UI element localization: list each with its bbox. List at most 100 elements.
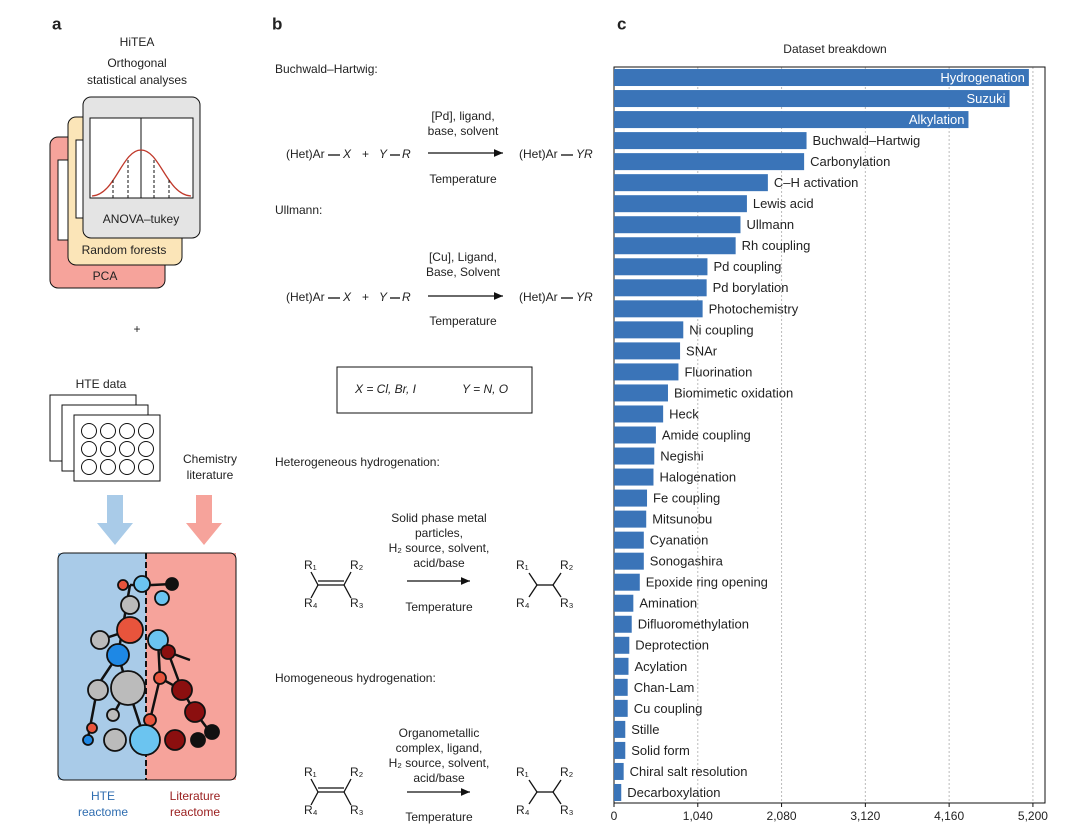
label: literature	[187, 468, 234, 482]
bar	[614, 258, 708, 276]
bar	[614, 216, 741, 234]
panel-c: Dataset breakdown 0 1,040 2,080 3,120 4,160 5,…	[611, 42, 1049, 823]
bar	[614, 90, 1010, 108]
bar	[614, 573, 640, 591]
well	[100, 423, 116, 439]
bar	[614, 447, 655, 465]
label: Buchwald–Hartwig:	[275, 62, 378, 76]
bar-label: Deprotection	[635, 638, 709, 653]
bar	[614, 384, 668, 402]
bar	[614, 531, 644, 549]
label: R₄	[516, 596, 530, 610]
label: R₁	[304, 558, 317, 572]
bar-label: Ullmann	[746, 217, 794, 232]
bond	[343, 584, 352, 599]
bar	[614, 510, 647, 528]
bar	[614, 489, 648, 507]
bar	[614, 321, 684, 339]
bar	[614, 69, 1029, 87]
panel-label: a	[52, 14, 62, 33]
well	[81, 423, 97, 439]
bar-label: Sonogashira	[650, 554, 724, 569]
bar	[614, 678, 628, 696]
label: (Het)Ar	[286, 147, 325, 161]
label: R₃	[350, 803, 364, 817]
label: X	[342, 147, 352, 161]
bar-label: Rh coupling	[742, 238, 811, 253]
label: (Het)Ar	[519, 290, 558, 304]
bond	[528, 791, 538, 805]
panel-label: c	[617, 14, 626, 33]
label: HTE data	[76, 377, 127, 391]
bar-label: Alkylation	[909, 112, 965, 127]
bar-label: Fe coupling	[653, 491, 720, 506]
bar	[614, 153, 805, 171]
label: [Pd], ligand,	[431, 109, 494, 123]
label: Y	[379, 290, 388, 304]
bar	[614, 594, 634, 612]
bar-label: Solid form	[631, 743, 690, 758]
bond	[528, 779, 538, 793]
label: R₁	[516, 558, 529, 572]
bar-label: Stille	[631, 722, 659, 737]
label: Temperature	[429, 172, 497, 186]
bar	[614, 111, 969, 129]
well	[100, 459, 116, 475]
label: R₃	[560, 596, 574, 610]
label: (Het)Ar	[519, 147, 558, 161]
bond	[310, 778, 319, 793]
bar	[614, 195, 747, 213]
bond	[310, 791, 319, 806]
bar	[614, 279, 707, 297]
bond	[310, 584, 319, 599]
label: R	[402, 147, 411, 161]
label: R₃	[350, 596, 364, 610]
label: (Het)Ar	[286, 290, 325, 304]
bar-label: C–H activation	[774, 175, 859, 190]
bar	[614, 741, 626, 759]
wells	[81, 423, 154, 475]
bar-label: Hydrogenation	[940, 70, 1025, 85]
label: R₁	[516, 765, 529, 779]
well	[138, 423, 154, 439]
reactome-label: reactome	[170, 805, 220, 819]
label: X	[342, 290, 352, 304]
bar-label: Amination	[639, 596, 697, 611]
label: R	[402, 290, 411, 304]
x-tick-label: 5,200	[1018, 809, 1048, 823]
bar-label: Negishi	[660, 448, 703, 463]
card-label: Random forests	[82, 243, 167, 257]
bar	[614, 552, 644, 570]
bar	[614, 762, 624, 780]
x-tick-label: 1,040	[683, 809, 713, 823]
bar	[614, 636, 630, 654]
bar	[614, 132, 807, 150]
x-tick-label: 4,160	[934, 809, 964, 823]
bar	[614, 615, 632, 633]
label: R₄	[516, 803, 530, 817]
bar	[614, 468, 654, 486]
label: Homogeneous hydrogenation:	[275, 671, 436, 685]
label: Heterogeneous hydrogenation:	[275, 455, 440, 469]
well	[81, 441, 97, 457]
quantile-lines	[112, 160, 170, 198]
bar-label: Acylation	[635, 659, 688, 674]
bar	[614, 300, 703, 318]
label: H₂ source, solvent,	[389, 541, 490, 555]
bond	[343, 791, 352, 806]
bar	[614, 720, 626, 738]
plus: +	[133, 322, 140, 336]
network-nodes	[82, 575, 220, 756]
label: Temperature	[429, 314, 497, 328]
panel-label: b	[272, 14, 282, 33]
reactome-label: reactome	[78, 805, 128, 819]
bar-label: Mitsunobu	[652, 512, 712, 527]
label: base, solvent	[428, 124, 499, 138]
bar-label: Lewis acid	[753, 196, 814, 211]
bar-label: Cyanation	[650, 533, 709, 548]
well	[119, 459, 135, 475]
bar-label: Epoxide ring opening	[646, 575, 768, 590]
label: R₁	[304, 765, 317, 779]
bar-label: Ni coupling	[689, 322, 753, 337]
